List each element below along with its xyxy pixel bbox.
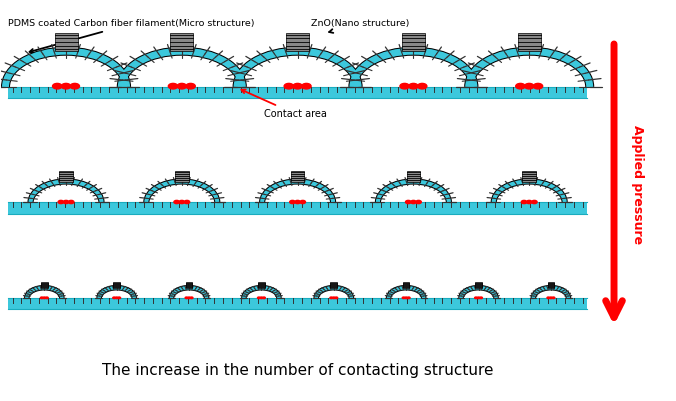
Circle shape (416, 200, 421, 204)
Circle shape (293, 83, 302, 89)
Circle shape (41, 297, 43, 299)
Text: Contact area: Contact area (241, 89, 327, 119)
Circle shape (335, 297, 338, 299)
Bar (475, 282, 482, 288)
Bar (170, 33, 193, 51)
Circle shape (477, 297, 480, 299)
Circle shape (552, 297, 555, 299)
Circle shape (550, 297, 552, 299)
Bar (518, 33, 541, 51)
Bar (41, 282, 47, 288)
Circle shape (405, 297, 408, 299)
Circle shape (62, 83, 71, 89)
Text: Applied pressure: Applied pressure (631, 125, 644, 244)
Circle shape (179, 200, 185, 204)
Circle shape (64, 200, 69, 204)
Circle shape (188, 297, 191, 299)
Circle shape (174, 200, 179, 204)
Text: The increase in the number of contacting structure: The increase in the number of contacting… (102, 363, 493, 378)
Circle shape (547, 297, 550, 299)
Bar (8, 87, 587, 98)
Circle shape (58, 200, 64, 204)
Bar (114, 282, 120, 288)
Circle shape (409, 83, 418, 89)
Circle shape (70, 83, 80, 89)
Bar (175, 171, 189, 182)
Circle shape (185, 297, 188, 299)
Circle shape (116, 297, 118, 299)
Circle shape (186, 83, 195, 89)
Circle shape (118, 297, 120, 299)
Bar (258, 282, 265, 288)
Circle shape (521, 200, 527, 204)
Bar (55, 33, 78, 51)
Circle shape (301, 83, 311, 89)
Circle shape (260, 297, 263, 299)
Circle shape (531, 200, 537, 204)
Bar (186, 282, 193, 288)
Bar (286, 33, 309, 51)
Bar (8, 298, 587, 309)
Circle shape (418, 83, 427, 89)
Bar (291, 171, 304, 182)
Circle shape (475, 297, 477, 299)
Circle shape (480, 297, 483, 299)
Circle shape (45, 297, 48, 299)
Circle shape (410, 200, 416, 204)
Circle shape (295, 200, 300, 204)
Circle shape (516, 83, 525, 89)
Circle shape (262, 297, 265, 299)
Circle shape (177, 83, 187, 89)
Bar (331, 282, 337, 288)
Circle shape (402, 297, 405, 299)
Circle shape (113, 297, 116, 299)
Bar (59, 171, 73, 182)
Circle shape (408, 297, 410, 299)
Circle shape (330, 297, 333, 299)
Circle shape (53, 83, 62, 89)
Circle shape (290, 200, 295, 204)
Bar (402, 33, 425, 51)
Bar (8, 203, 587, 214)
Bar (523, 171, 536, 182)
Circle shape (168, 83, 178, 89)
Circle shape (284, 83, 293, 89)
Circle shape (400, 83, 409, 89)
Circle shape (258, 297, 260, 299)
Circle shape (68, 200, 74, 204)
Bar (403, 282, 410, 288)
Circle shape (185, 200, 190, 204)
Text: PDMS coated Carbon fiber filament(Micro structure): PDMS coated Carbon fiber filament(Micro … (8, 19, 255, 53)
Circle shape (525, 83, 534, 89)
Bar (407, 171, 420, 182)
Circle shape (333, 297, 335, 299)
Bar (548, 282, 554, 288)
Circle shape (527, 200, 532, 204)
Circle shape (43, 297, 46, 299)
Circle shape (300, 200, 306, 204)
Circle shape (533, 83, 543, 89)
Circle shape (190, 297, 193, 299)
Circle shape (406, 200, 411, 204)
Text: ZnO(Nano structure): ZnO(Nano structure) (311, 19, 410, 33)
